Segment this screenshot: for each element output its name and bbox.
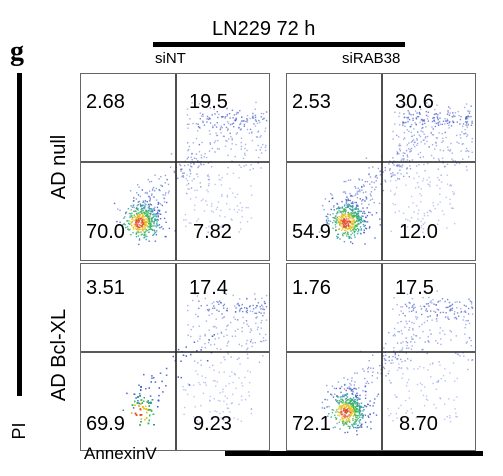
quadrant-lower-right-value: 9.23 [193,413,232,435]
panel-letter: g [10,36,24,67]
title-bar [153,42,405,47]
quadrant-lower-right-value: 12.0 [399,221,438,243]
flow-plot-ad-bcl-xl-sint: 3.51 17.4 69.9 9.23 [80,263,270,451]
quadrant-upper-right-value: 17.5 [395,277,434,299]
quadrant-lower-right-value: 8.70 [399,413,438,435]
flow-plot-ad-null-sint: 2.68 19.5 70.0 7.82 [80,73,270,261]
quadrant-lower-left-value: 69.9 [86,413,125,435]
dot-cloud [318,102,473,245]
column-label-sint: siNT [155,50,186,67]
quadrant-gate-lines [81,74,269,260]
row-label-ad-bcl-xl: AD Bcl-XL [48,308,70,402]
row-label-ad-null: AD null [48,134,70,200]
flow-plot-ad-null-sirab38: 2.53 30.6 54.9 12.0 [286,73,476,261]
quadrant-upper-right-value: 19.5 [189,91,228,113]
quadrant-gate-lines [287,74,475,260]
x-axis-bar [225,451,483,456]
quadrant-upper-left-value: 2.68 [86,91,125,113]
quadrant-lower-left-value: 54.9 [292,221,331,243]
quadrant-lower-left-value: 72.1 [292,413,331,435]
dot-cloud [122,290,268,426]
quadrant-upper-right-value: 17.4 [189,277,228,299]
column-label-sirab38: siRAB38 [342,50,401,67]
quadrant-lower-left-value: 70.0 [86,221,125,243]
y-axis-label: PI [9,422,29,440]
quadrant-upper-left-value: 2.53 [292,91,331,113]
quadrant-gate-lines [287,264,475,450]
dot-cloud [321,290,474,436]
quadrant-upper-left-value: 3.51 [86,277,125,299]
quadrant-upper-right-value: 30.6 [395,91,434,113]
x-axis-label: AnnexinV [84,444,157,463]
dot-cloud [113,101,268,246]
y-axis-bar [17,73,22,396]
figure-title: LN229 72 h [212,18,316,40]
quadrant-upper-left-value: 1.76 [292,277,331,299]
quadrant-lower-right-value: 7.82 [193,221,232,243]
flow-plot-ad-bcl-xl-sirab38: 1.76 17.5 72.1 8.70 [286,263,476,451]
quadrant-gate-lines [81,264,269,450]
